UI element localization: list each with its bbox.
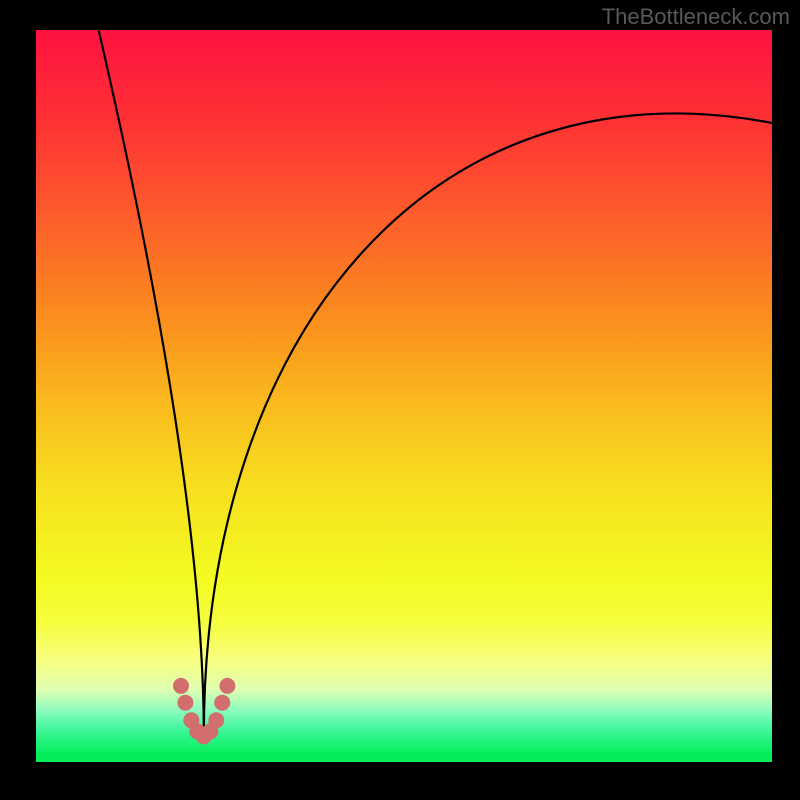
bottleneck-chart [0, 0, 800, 800]
curve-marker-dot [219, 678, 235, 694]
plot-area [36, 30, 772, 762]
curve-marker-dot [214, 695, 230, 711]
curve-marker-dot [208, 712, 224, 728]
bottom-green-band [36, 752, 772, 762]
curve-marker-dot [173, 678, 189, 694]
watermark-text: TheBottleneck.com [602, 4, 790, 30]
curve-marker-dot [177, 695, 193, 711]
